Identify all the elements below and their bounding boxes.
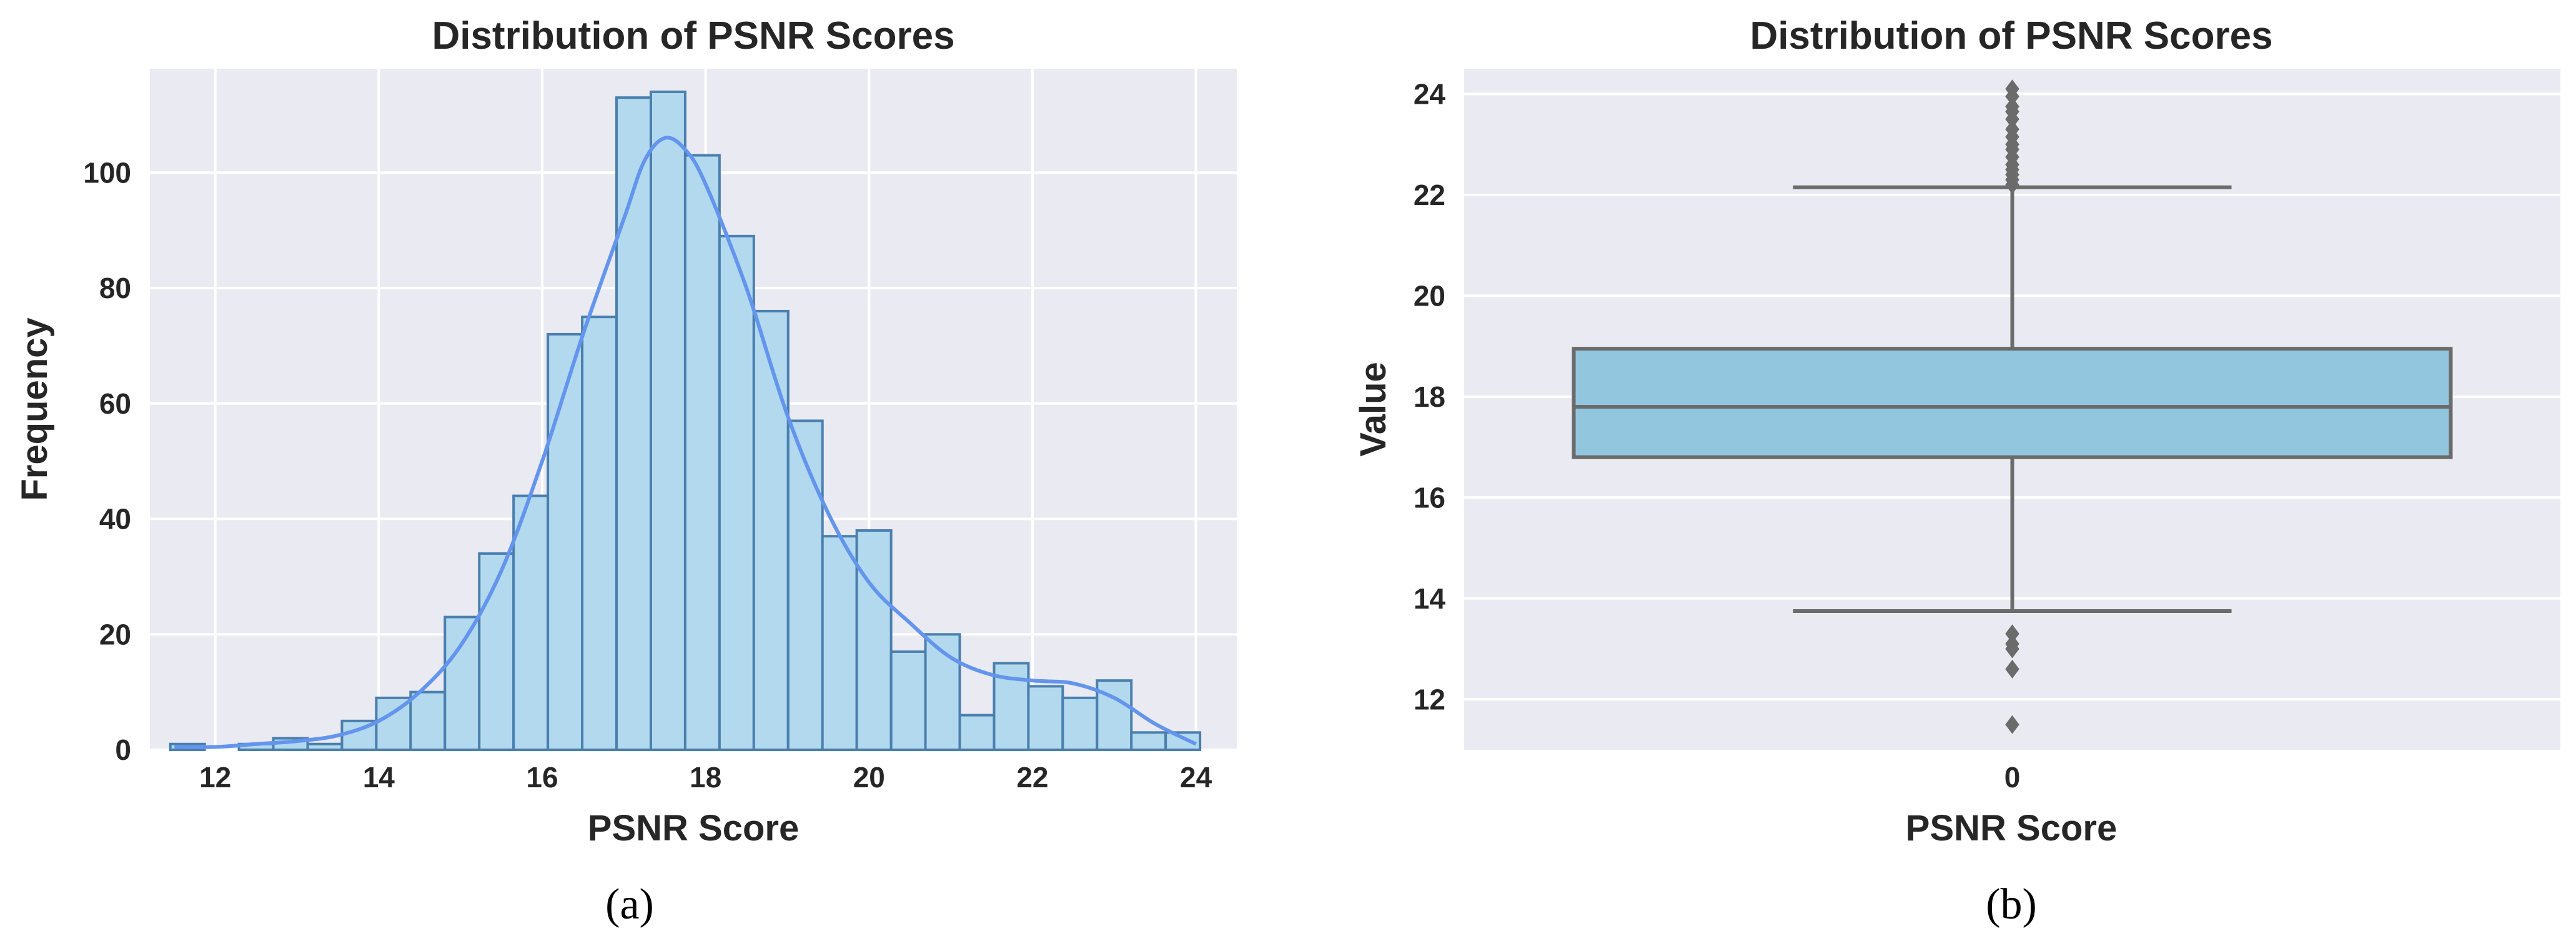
outlier-point: [2005, 624, 2019, 644]
histogram-bar: [752, 309, 790, 751]
histogram-x-axis-label: PSNR Score: [588, 808, 799, 849]
x-tick-label: 0: [2004, 761, 2021, 794]
interquartile-box: [1572, 347, 2453, 459]
y-tick-label: 18: [1414, 381, 1445, 413]
x-tick-label: 20: [853, 761, 885, 794]
y-tick-label: 12: [1414, 683, 1445, 715]
y-tick-label: 0: [115, 734, 131, 766]
panel-label-a: (a): [605, 880, 654, 929]
histogram-bar: [855, 529, 893, 751]
outlier-point: [2005, 715, 2019, 734]
y-tick-label: 80: [99, 272, 131, 304]
histogram-bar: [547, 332, 584, 751]
histogram-bar: [683, 154, 721, 751]
boxplot-title: Distribution of PSNR Scores: [1750, 14, 2272, 57]
boxplot-y-tick-labels: 12 14 16 18 20 22 24: [1414, 77, 1446, 715]
y-tick-label: 20: [99, 618, 131, 650]
histogram-y-axis-label: Frequency: [14, 317, 55, 500]
histogram-bar: [718, 234, 755, 751]
histogram-bar: [512, 494, 550, 751]
outlier-point: [2005, 97, 2019, 116]
y-tick-label: 16: [1414, 481, 1445, 514]
histogram-bar: [889, 650, 927, 751]
y-tick-label: 22: [1414, 179, 1445, 211]
histogram-y-tick-labels: 0 20 40 60 80 100: [83, 156, 131, 766]
histogram-bar: [1164, 731, 1202, 751]
histogram-bar: [409, 690, 447, 751]
boxplot-y-axis-label: Value: [1353, 362, 1394, 457]
histogram-bar: [958, 714, 996, 752]
y-tick-label: 24: [1414, 77, 1446, 110]
boxplot-panel: Distribution of PSNR Scores 12 14 16 18 20 22…: [1353, 14, 2560, 929]
panel-label-b: (b): [1986, 880, 2037, 929]
outlier-point: [2005, 659, 2019, 679]
boxplot-x-tick-labels: 0: [2004, 761, 2021, 794]
y-tick-label: 100: [83, 156, 131, 189]
x-tick-label: 18: [690, 761, 721, 794]
histogram-title: Distribution of PSNR Scores: [432, 14, 954, 57]
histogram-bar: [786, 419, 824, 751]
boxplot-x-axis-label: PSNR Score: [1906, 808, 2117, 849]
histogram-x-tick-labels: 12 14 16 18 20 22 24: [199, 761, 1212, 794]
x-tick-label: 16: [526, 761, 558, 794]
boxplot-outliers: [2005, 79, 2019, 734]
y-tick-label: 20: [1414, 279, 1445, 312]
histogram-panel: Distribution of PSNR Scores 12 14 16 18 20 22…: [14, 14, 1237, 929]
x-tick-label: 12: [199, 761, 231, 794]
kde-curve: [174, 136, 1197, 749]
histogram-bar: [821, 535, 858, 751]
histogram-bar: [1130, 731, 1167, 751]
histogram-bar: [306, 742, 344, 751]
y-tick-label: 14: [1414, 582, 1446, 615]
boxplot-box-group: [1572, 185, 2453, 613]
histogram-bar: [649, 90, 686, 752]
histogram-bar: [581, 316, 618, 752]
histogram-bar: [1061, 696, 1099, 751]
outlier-point: [2005, 119, 2019, 139]
outlier-point: [2005, 634, 2019, 654]
y-tick-label: 60: [99, 387, 131, 420]
x-tick-label: 24: [1180, 761, 1212, 794]
histogram-bar: [443, 615, 481, 751]
histogram-bar: [1027, 685, 1064, 751]
x-tick-label: 14: [363, 761, 395, 794]
histogram-bar: [615, 96, 652, 752]
y-tick-label: 40: [99, 503, 131, 535]
outlier-point: [2005, 79, 2019, 99]
x-tick-label: 22: [1016, 761, 1048, 794]
